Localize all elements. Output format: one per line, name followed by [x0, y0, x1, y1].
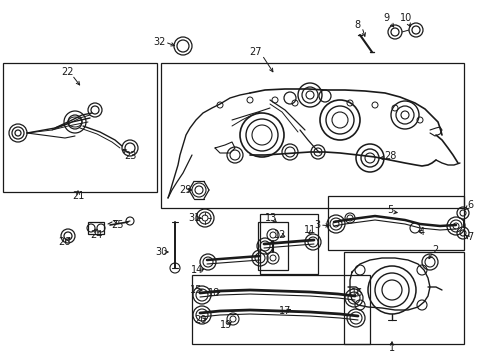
Bar: [88, 222, 104, 234]
Text: 2: 2: [431, 245, 437, 255]
Text: 21: 21: [72, 191, 84, 201]
Text: 6: 6: [466, 200, 472, 210]
Text: 10: 10: [399, 13, 411, 23]
Text: 1: 1: [388, 343, 394, 353]
Bar: [192, 275, 369, 344]
Bar: [161, 63, 463, 208]
Bar: [260, 214, 317, 274]
Text: 3: 3: [313, 220, 320, 230]
Text: 20: 20: [193, 315, 206, 325]
Text: 30: 30: [155, 247, 167, 257]
Text: 5: 5: [386, 205, 392, 215]
Text: 28: 28: [383, 151, 395, 161]
Text: 7: 7: [466, 232, 472, 242]
Text: 13: 13: [264, 213, 277, 223]
Text: 31: 31: [187, 213, 200, 223]
Bar: [3, 63, 157, 192]
Text: 15: 15: [189, 285, 202, 295]
Text: 11: 11: [303, 225, 315, 235]
Text: 8: 8: [353, 20, 359, 30]
Text: 16: 16: [350, 288, 363, 298]
Bar: [258, 222, 287, 270]
Text: 22: 22: [61, 67, 74, 77]
Text: 29: 29: [179, 185, 191, 195]
Text: 27: 27: [249, 47, 262, 57]
Text: 32: 32: [153, 37, 165, 47]
Text: 25: 25: [112, 220, 124, 230]
Bar: [343, 252, 463, 344]
Text: 4: 4: [418, 227, 424, 237]
Text: 14: 14: [190, 265, 203, 275]
Text: 19: 19: [220, 320, 232, 330]
Text: 26: 26: [58, 237, 70, 247]
Text: 24: 24: [90, 230, 102, 240]
Text: 9: 9: [382, 13, 388, 23]
Text: 12: 12: [273, 230, 285, 240]
Text: 18: 18: [207, 288, 220, 298]
Text: 23: 23: [123, 151, 136, 161]
Text: 17: 17: [278, 306, 290, 316]
Bar: [327, 196, 463, 250]
